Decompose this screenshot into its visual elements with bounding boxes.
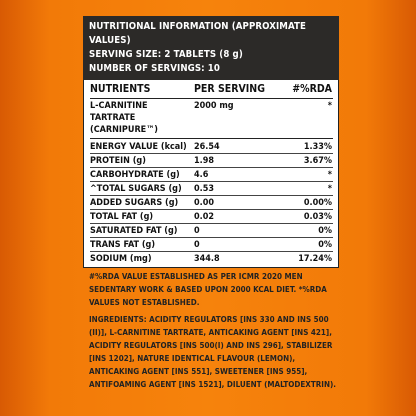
nutrient-row: ^TOTAL SUGARS (g) 0.53 *: [90, 182, 333, 196]
nutrition-title: NUTRITIONAL INFORMATION (APPROXIMATE VAL…: [89, 21, 307, 46]
nutrition-table: NUTRIENTS PER SERVING #%RDA L-CARNITINE …: [83, 80, 339, 268]
nutrient-name: SATURATED FAT (g): [90, 225, 178, 236]
label-footer: #%RDA VALUE ESTABLISHED AS PER ICMR 2020…: [89, 270, 345, 395]
nutrient-value: 344.8: [194, 253, 220, 264]
nutrient-value: 0.02: [194, 211, 214, 222]
nutrient-row: PROTEIN (g) 1.98 3.67%: [90, 154, 333, 168]
nutrient-value: 26.54: [194, 141, 220, 152]
table-header-row: NUTRIENTS PER SERVING #%RDA: [90, 83, 333, 99]
ingredients-label: INGREDIENTS:: [89, 315, 147, 324]
nutrient-rda: 1.33%: [303, 141, 332, 152]
carnitine-rda: *: [327, 101, 332, 111]
nutrient-value: 4.6: [194, 169, 209, 180]
number-of-servings: NUMBER OF SERVINGS: 10: [89, 63, 221, 74]
col-rda: #%RDA: [292, 83, 332, 95]
serving-size: SERVING SIZE: 2 TABLETS (8 g): [89, 49, 243, 60]
nutrient-rda: 3.67%: [303, 155, 332, 166]
nutrient-rda: 0.00%: [303, 197, 332, 208]
carnitine-value: 2000 mg: [194, 101, 234, 111]
col-nutrients: NUTRIENTS: [90, 83, 151, 95]
nutrient-name: TOTAL FAT (g): [90, 211, 154, 222]
nutrient-row: ADDED SUGARS (g) 0.00 0.00%: [90, 196, 333, 210]
nutrient-name: ADDED SUGARS (g): [90, 197, 179, 208]
nutrient-row: SATURATED FAT (g) 0 0%: [90, 224, 333, 238]
nutrient-value: 0: [194, 239, 200, 250]
nutrient-value: 0: [194, 225, 200, 236]
nutrient-value: 0.00: [194, 197, 214, 208]
nutrient-name: PROTEIN (g): [90, 155, 146, 166]
nutrient-name: ENERGY VALUE (kcal): [90, 141, 187, 152]
nutrient-rows: ENERGY VALUE (kcal) 26.54 1.33% PROTEIN (g)…: [90, 140, 333, 265]
ingredients-text: ACIDITY REGULATORS [INS 330 AND INS 500 …: [89, 315, 336, 389]
table-divider: [90, 138, 333, 139]
nutrient-rda: *: [327, 183, 332, 194]
nutrient-rda: 0%: [318, 225, 332, 236]
nutrient-row: TRANS FAT (g) 0 0%: [90, 238, 333, 252]
nutrient-rda: 0%: [318, 239, 332, 250]
nutrient-name: SODIUM (mg): [90, 253, 152, 264]
nutrient-row: CARBOHYDRATE (g) 4.6 *: [90, 168, 333, 182]
nutrition-header: NUTRITIONAL INFORMATION (APPROXIMATE VAL…: [83, 16, 339, 80]
carnitine-name-line1: L-CARNITINE TARTRATE: [90, 101, 148, 123]
carnitine-name-line2: (CARNIPURE™): [90, 125, 159, 135]
col-per-serving: PER SERVING: [194, 83, 265, 95]
ingredients: INGREDIENTS: ACIDITY REGULATORS [INS 330…: [89, 313, 345, 391]
nutrient-rda: *: [327, 169, 332, 180]
carnitine-name: L-CARNITINE TARTRATE (CARNIPURE™): [90, 100, 194, 136]
nutrient-name: TRANS FAT (g): [90, 239, 156, 250]
nutrient-row: TOTAL FAT (g) 0.02 0.03%: [90, 210, 333, 224]
nutrient-value: 1.98: [194, 155, 214, 166]
nutrition-panel: NUTRITIONAL INFORMATION (APPROXIMATE VAL…: [83, 16, 339, 268]
nutrient-value: 0.53: [194, 183, 214, 194]
nutrient-rda: 17.24%: [298, 253, 332, 264]
nutrient-name: CARBOHYDRATE (g): [90, 169, 180, 180]
carnitine-row: L-CARNITINE TARTRATE (CARNIPURE™) 2000 m…: [90, 99, 333, 136]
rda-note: #%RDA VALUE ESTABLISHED AS PER ICMR 2020…: [89, 272, 327, 307]
nutrient-row: ENERGY VALUE (kcal) 26.54 1.33%: [90, 140, 333, 154]
nutrient-rda: 0.03%: [303, 211, 332, 222]
nutrient-row: SODIUM (mg) 344.8 17.24%: [90, 252, 333, 265]
nutrient-name: ^TOTAL SUGARS (g): [90, 183, 182, 194]
